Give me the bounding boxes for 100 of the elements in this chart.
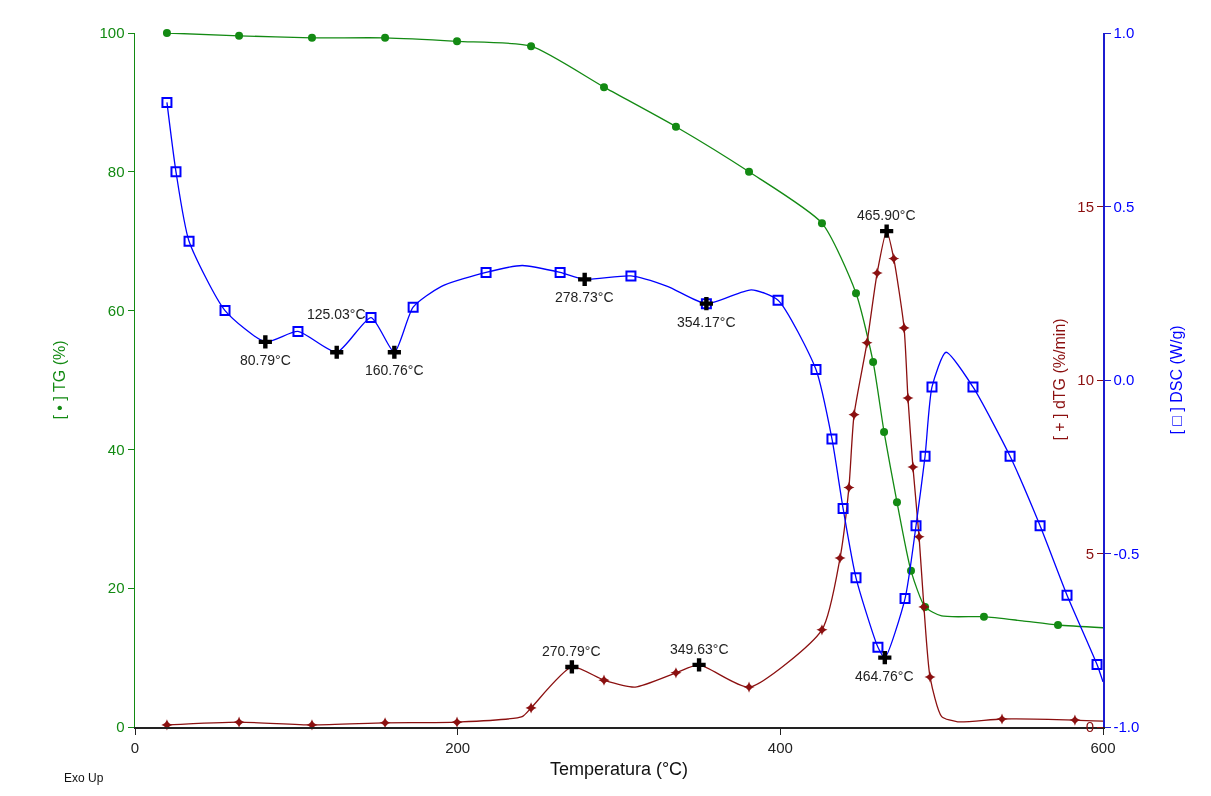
point	[913, 531, 925, 543]
point	[453, 37, 462, 46]
point	[671, 122, 680, 131]
y-axis-title: [ • ] TG (%)	[50, 340, 68, 420]
point	[525, 702, 537, 714]
point	[861, 337, 873, 349]
point	[967, 381, 979, 393]
point	[899, 593, 911, 605]
point	[979, 612, 988, 621]
y3-tick-label: -1.0	[1113, 718, 1140, 736]
point	[527, 42, 536, 51]
x-tick-label: 600	[1090, 738, 1116, 756]
annotation: 278.73°C	[555, 289, 614, 305]
point	[162, 29, 171, 37]
point	[219, 305, 231, 317]
point	[816, 624, 828, 636]
point	[852, 289, 860, 298]
point	[880, 224, 894, 238]
point	[834, 552, 846, 564]
point	[565, 660, 579, 674]
point	[407, 301, 419, 313]
point	[1053, 620, 1062, 629]
point	[161, 96, 173, 108]
x-axis-title: Temperatura (°C)	[549, 759, 689, 780]
y2-tick-label: 10	[1077, 371, 1094, 389]
point	[1034, 520, 1046, 532]
point	[772, 294, 784, 306]
point	[1069, 714, 1081, 726]
point	[625, 270, 637, 282]
y2-axis-title: [ + ] dTG (%/min)	[1050, 318, 1068, 441]
point	[307, 33, 316, 42]
text: Exo Up	[64, 771, 104, 785]
point	[480, 266, 492, 278]
point	[869, 357, 878, 366]
point	[292, 325, 304, 337]
y-tick-label: 100	[99, 24, 125, 42]
point	[600, 83, 608, 92]
point	[258, 335, 272, 349]
annotation: 465.90°C	[857, 207, 916, 223]
point	[1061, 589, 1073, 601]
x-tick-label: 400	[767, 738, 793, 756]
point	[598, 674, 610, 686]
point	[810, 364, 822, 376]
point	[902, 392, 914, 404]
annotation: 349.63°C	[670, 641, 729, 657]
annotation: 354.17°C	[677, 314, 736, 330]
point	[878, 651, 892, 665]
point	[919, 450, 931, 462]
point	[330, 345, 344, 359]
point	[233, 716, 245, 728]
point	[837, 502, 849, 514]
point	[365, 312, 377, 324]
x-tick-label: 200	[445, 738, 471, 756]
point	[692, 658, 706, 672]
point	[670, 667, 682, 679]
point	[745, 167, 754, 176]
annotation: 270.79°C	[542, 643, 601, 659]
point	[898, 322, 910, 334]
point	[888, 252, 900, 265]
point	[554, 266, 566, 278]
y-tick-label: 60	[107, 301, 125, 319]
point	[926, 381, 938, 393]
point	[381, 33, 390, 42]
annotation: 80.79°C	[240, 352, 291, 368]
y2-tick-label: 15	[1077, 197, 1094, 215]
y3-tick-label: 1.0	[1113, 24, 1135, 42]
annotation: 464.76°C	[855, 668, 914, 684]
y3-axis-title: [ □ ] DSC (W/g)	[1167, 325, 1185, 435]
point	[1004, 450, 1016, 462]
point	[850, 572, 862, 584]
point	[871, 267, 883, 279]
point	[848, 409, 860, 421]
y-tick-label: 40	[107, 440, 125, 458]
x-tick-label: 0	[130, 738, 140, 756]
y-tick-label: 80	[107, 163, 125, 181]
point	[183, 235, 195, 247]
point	[996, 713, 1008, 725]
point	[826, 433, 838, 445]
point	[235, 31, 244, 40]
point	[924, 671, 936, 683]
point	[451, 716, 463, 728]
point	[892, 498, 901, 507]
point	[817, 219, 826, 228]
point	[387, 345, 401, 359]
point	[578, 272, 592, 286]
point	[910, 520, 922, 532]
point	[872, 641, 884, 653]
y3-tick-label: 0.5	[1113, 197, 1135, 215]
annotation: 125.03°C	[307, 306, 366, 322]
y3-tick-label: 0.0	[1113, 371, 1135, 389]
point	[880, 428, 889, 437]
y3-tick-label: -0.5	[1113, 544, 1140, 562]
y-tick-label: 0	[116, 718, 125, 736]
point	[170, 166, 182, 178]
point	[907, 461, 919, 473]
y2-tick-label: 5	[1085, 544, 1094, 562]
y-tick-label: 20	[107, 579, 125, 597]
point	[843, 481, 855, 494]
annotation: 160.76°C	[365, 362, 424, 378]
point	[743, 681, 755, 693]
